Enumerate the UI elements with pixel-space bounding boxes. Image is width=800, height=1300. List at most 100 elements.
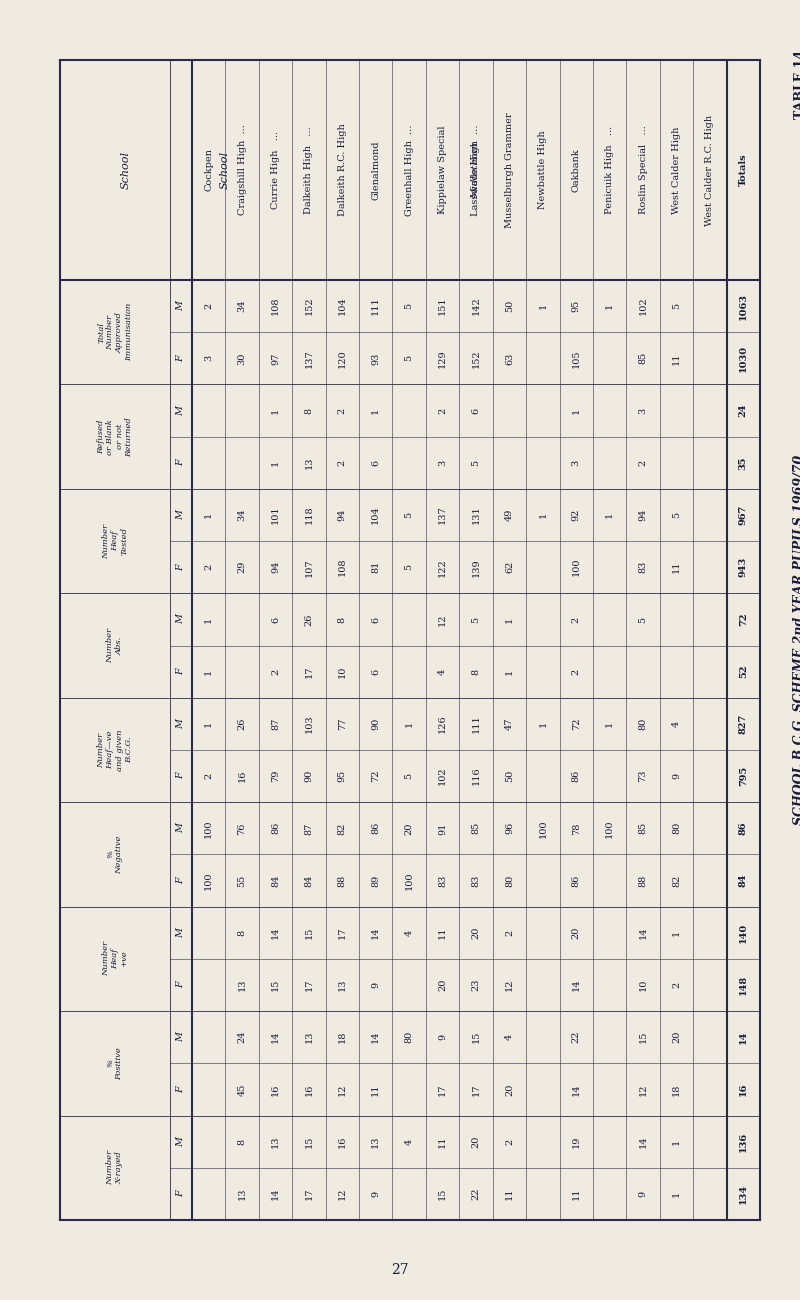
Text: 87: 87 bbox=[271, 718, 280, 731]
Text: 52: 52 bbox=[738, 664, 748, 679]
Text: 14: 14 bbox=[738, 1031, 748, 1044]
Text: 13: 13 bbox=[338, 979, 347, 991]
Text: 47: 47 bbox=[505, 718, 514, 731]
Text: F: F bbox=[177, 1086, 186, 1093]
Text: 100: 100 bbox=[605, 819, 614, 837]
Text: F: F bbox=[177, 772, 186, 780]
Text: 11: 11 bbox=[672, 352, 681, 364]
Text: 102: 102 bbox=[438, 767, 447, 785]
Text: M: M bbox=[177, 928, 186, 937]
Text: 20: 20 bbox=[438, 979, 447, 991]
Text: 108: 108 bbox=[338, 558, 347, 576]
Text: M: M bbox=[177, 406, 186, 416]
Text: 81: 81 bbox=[371, 562, 380, 573]
Text: 3: 3 bbox=[438, 460, 447, 465]
Text: F: F bbox=[177, 878, 186, 884]
Text: 20: 20 bbox=[405, 822, 414, 835]
Text: 95: 95 bbox=[338, 770, 347, 783]
Text: 795: 795 bbox=[738, 766, 748, 786]
Text: 1: 1 bbox=[572, 407, 581, 413]
Text: 63: 63 bbox=[505, 352, 514, 364]
Text: 2: 2 bbox=[204, 774, 214, 779]
Text: 82: 82 bbox=[672, 875, 681, 887]
Text: 118: 118 bbox=[305, 506, 314, 524]
Text: 20: 20 bbox=[505, 1083, 514, 1096]
Text: 16: 16 bbox=[238, 770, 246, 783]
Text: 1: 1 bbox=[271, 407, 280, 413]
Text: 84: 84 bbox=[271, 875, 280, 887]
Text: 13: 13 bbox=[238, 979, 246, 991]
Text: 16: 16 bbox=[338, 1135, 347, 1148]
Text: 20: 20 bbox=[471, 927, 481, 939]
Text: 90: 90 bbox=[305, 770, 314, 783]
Text: 34: 34 bbox=[238, 508, 246, 521]
Text: 85: 85 bbox=[471, 822, 481, 835]
Text: 22: 22 bbox=[572, 1031, 581, 1044]
Text: 1: 1 bbox=[204, 616, 214, 623]
Text: 134: 134 bbox=[738, 1184, 748, 1204]
Text: 15: 15 bbox=[305, 927, 314, 939]
Text: 26: 26 bbox=[238, 718, 246, 731]
Text: 11: 11 bbox=[572, 1188, 581, 1200]
Text: 1: 1 bbox=[672, 1191, 681, 1197]
Text: 23: 23 bbox=[471, 979, 481, 991]
Text: 111: 111 bbox=[471, 715, 481, 733]
Text: 11: 11 bbox=[505, 1188, 514, 1200]
Text: 80: 80 bbox=[672, 822, 681, 835]
Text: 13: 13 bbox=[305, 456, 314, 469]
Text: 1: 1 bbox=[204, 512, 214, 519]
Text: 1: 1 bbox=[204, 720, 214, 727]
Text: 13: 13 bbox=[305, 1031, 314, 1044]
Text: 2: 2 bbox=[338, 460, 347, 465]
Text: 79: 79 bbox=[271, 770, 280, 783]
Text: 12: 12 bbox=[505, 979, 514, 991]
Text: 83: 83 bbox=[471, 875, 481, 887]
Text: 12: 12 bbox=[338, 1188, 347, 1200]
Text: 1: 1 bbox=[605, 720, 614, 727]
Text: 129: 129 bbox=[438, 348, 447, 368]
Text: 5: 5 bbox=[471, 460, 481, 465]
Text: 8: 8 bbox=[305, 407, 314, 413]
Text: 15: 15 bbox=[271, 979, 280, 991]
Text: 84: 84 bbox=[305, 875, 314, 887]
Text: SCHOOL B.C.G. SCHEME 2nd YEAR PUPILS 1969/70: SCHOOL B.C.G. SCHEME 2nd YEAR PUPILS 196… bbox=[794, 455, 800, 826]
Text: 12: 12 bbox=[338, 1083, 347, 1096]
Text: 20: 20 bbox=[572, 927, 581, 939]
Text: 84: 84 bbox=[738, 874, 748, 888]
Text: 4: 4 bbox=[438, 668, 447, 675]
Text: 108: 108 bbox=[271, 296, 280, 316]
Text: 1: 1 bbox=[505, 668, 514, 675]
Text: Glenalmond: Glenalmond bbox=[371, 140, 380, 200]
Text: 12: 12 bbox=[638, 1083, 647, 1096]
Text: 17: 17 bbox=[305, 979, 314, 991]
Text: Totals: Totals bbox=[738, 153, 748, 186]
Text: 104: 104 bbox=[338, 296, 347, 316]
Text: F: F bbox=[177, 668, 186, 675]
Text: 95: 95 bbox=[572, 300, 581, 312]
Text: 90: 90 bbox=[371, 718, 380, 731]
Text: 9: 9 bbox=[438, 1035, 447, 1040]
Text: 94: 94 bbox=[638, 508, 647, 521]
Text: 16: 16 bbox=[738, 1083, 748, 1096]
Text: 24: 24 bbox=[238, 1031, 246, 1044]
Text: 14: 14 bbox=[638, 1135, 647, 1148]
Text: F: F bbox=[177, 564, 186, 571]
Text: 6: 6 bbox=[471, 407, 481, 413]
Text: 1: 1 bbox=[672, 1139, 681, 1145]
Text: Craigshill High  ...: Craigshill High ... bbox=[238, 125, 246, 216]
Text: 49: 49 bbox=[505, 508, 514, 521]
Text: 1: 1 bbox=[505, 616, 514, 623]
Text: 104: 104 bbox=[371, 506, 380, 524]
Text: 122: 122 bbox=[438, 558, 447, 577]
Text: 120: 120 bbox=[338, 348, 347, 368]
Text: 50: 50 bbox=[505, 300, 514, 312]
Text: 139: 139 bbox=[471, 558, 481, 576]
Text: 126: 126 bbox=[438, 715, 447, 733]
Text: F: F bbox=[177, 982, 186, 988]
Text: 94: 94 bbox=[338, 508, 347, 521]
Text: 1: 1 bbox=[271, 460, 280, 465]
Text: 152: 152 bbox=[305, 296, 314, 316]
Text: 93: 93 bbox=[371, 352, 380, 364]
Text: 91: 91 bbox=[438, 822, 447, 835]
Text: 4: 4 bbox=[505, 1034, 514, 1040]
